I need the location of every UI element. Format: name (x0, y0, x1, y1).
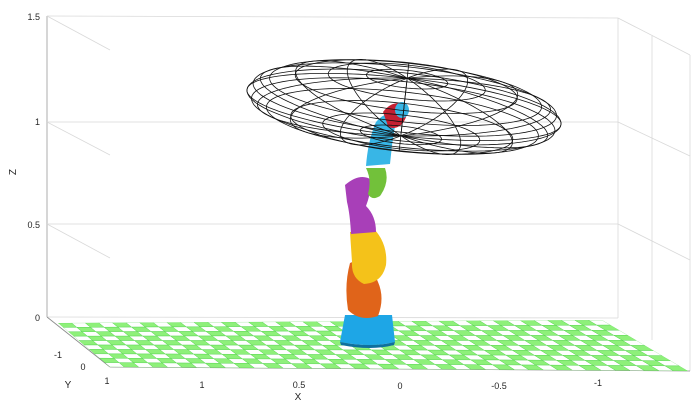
ellipsoid-wire (295, 60, 408, 137)
robot-base (340, 315, 395, 345)
ellipsoid-wire (400, 75, 519, 137)
y-axis-label: Y (65, 380, 72, 391)
robot-base-shadow (340, 342, 395, 348)
z-tick-label: 0.5 (27, 220, 40, 230)
robot-link-4 (366, 168, 387, 199)
robot-arm (340, 102, 409, 348)
x-tick-label: 1 (199, 380, 204, 390)
ellipsoid-wire (400, 77, 462, 156)
floor-tile (664, 365, 688, 371)
x-tick-label: 0.5 (293, 380, 306, 390)
x-tick-label: 0 (397, 381, 402, 391)
x-tick-label: -1 (594, 378, 602, 388)
ellipsoid-wire (400, 62, 410, 136)
y-tick-labels: -1 0 1 (54, 350, 110, 386)
x-axis-label: X (295, 392, 302, 403)
ellipsoid-wire (246, 73, 408, 137)
x-tick-label: -0.5 (491, 381, 507, 391)
x-tick-labels: 1 0.5 0 -0.5 -1 (199, 378, 602, 391)
robot-link-3 (345, 176, 376, 234)
z-tick-labels: 1.5 1 0.5 0 (27, 12, 40, 323)
ellipsoid-wire (289, 77, 408, 139)
ellipsoid-wire (400, 77, 549, 149)
z-tick-label: 0 (35, 313, 40, 323)
manipulability-ellipsoid (246, 59, 562, 156)
robot-link-2 (350, 230, 387, 284)
ellipsoid-wire (259, 65, 408, 137)
axes-grid (46, 15, 691, 372)
z-axis-label: Z (8, 169, 19, 175)
ellipsoid-wire (257, 77, 408, 137)
z-tick-label: 1.5 (27, 12, 40, 22)
ellipsoid-wire (346, 59, 408, 137)
ellipsoid-wire (400, 77, 513, 154)
y-tick-label: 0 (80, 362, 85, 372)
ellipsoid-wire (400, 77, 562, 142)
y-tick-label: 1 (104, 376, 109, 386)
z-tick-label: 1 (35, 117, 40, 127)
ellipsoid-wire (400, 77, 551, 137)
y-tick-label: -1 (54, 350, 62, 360)
